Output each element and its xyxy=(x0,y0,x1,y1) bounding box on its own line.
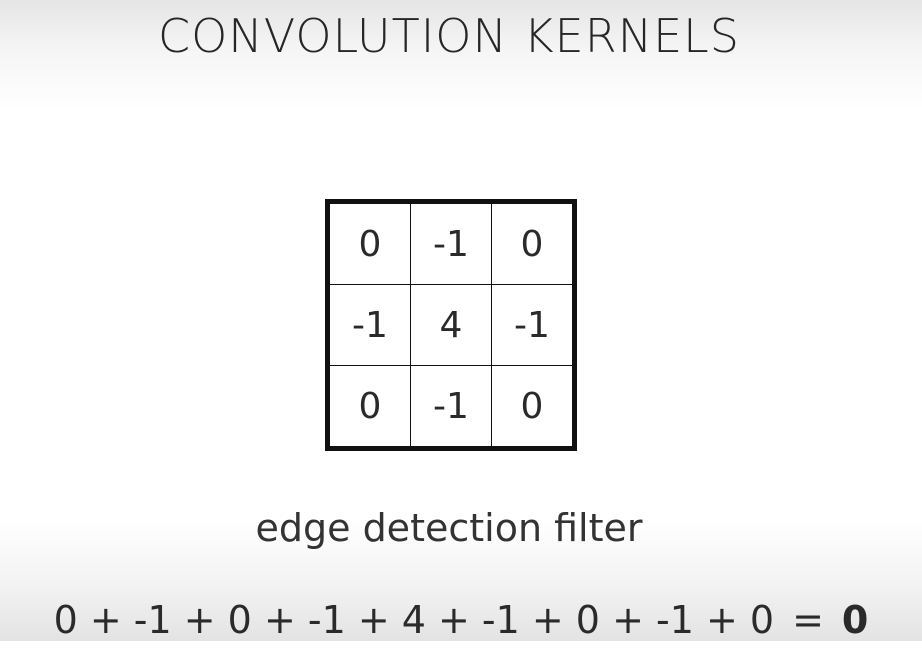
kernel-caption: edge detection filter xyxy=(255,506,643,550)
equals-sign: = xyxy=(792,598,824,642)
kernel-row: 0 -1 0 xyxy=(327,365,575,449)
kernel-cell: -1 xyxy=(410,365,492,449)
kernel-cell: 0 xyxy=(327,365,411,449)
sum-equation: 0 + -1 + 0 + -1 + 4 + -1 + 0 + -1 + 0 = 0 xyxy=(0,592,922,648)
kernel-row: -1 4 -1 xyxy=(327,284,575,366)
equation-result: 0 xyxy=(841,598,869,642)
kernel-matrix: 0 -1 0 -1 4 -1 0 -1 0 xyxy=(325,199,577,451)
kernel-cell: 0 xyxy=(491,201,575,285)
kernel-cell: -1 xyxy=(327,284,411,366)
kernel-cell: 4 xyxy=(410,284,492,366)
kernel-row: 0 -1 0 xyxy=(327,201,575,285)
slide-title: CONVOLUTION KERNELS xyxy=(157,9,740,63)
kernel-cell: 0 xyxy=(327,201,411,285)
kernel-cell: -1 xyxy=(491,284,575,366)
kernel-cell: -1 xyxy=(410,201,492,285)
equation-expression: 0 + -1 + 0 + -1 + 4 + -1 + 0 + -1 + 0 xyxy=(53,598,775,642)
kernel-cell: 0 xyxy=(491,365,575,449)
